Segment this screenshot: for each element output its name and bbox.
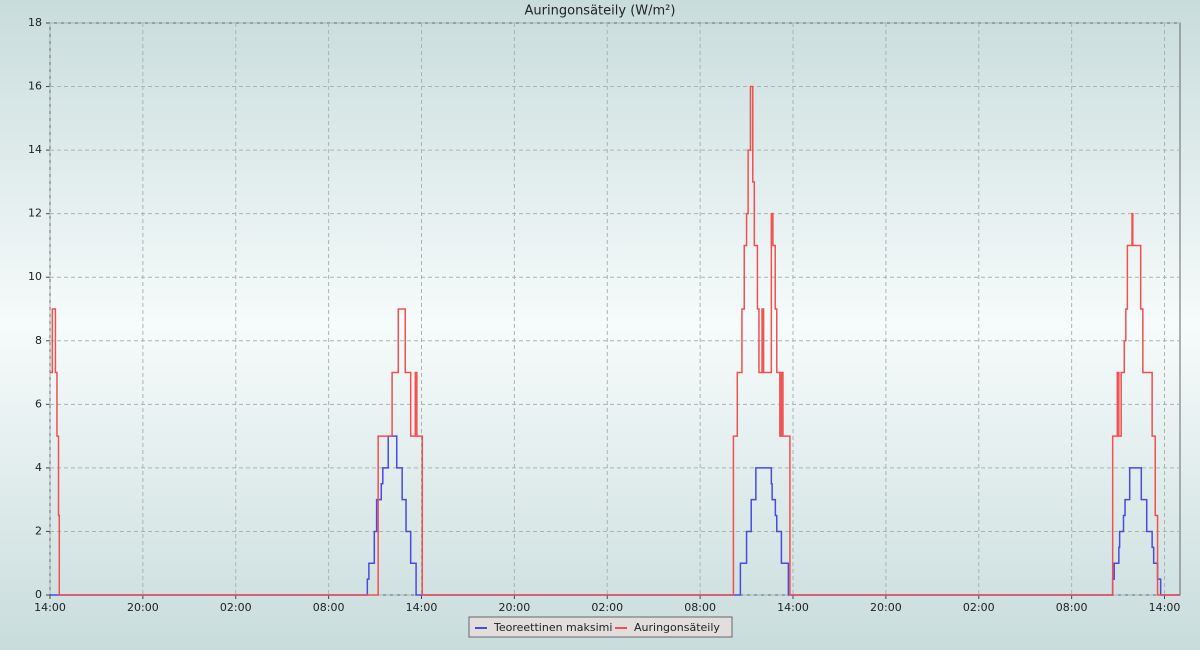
x-tick-label: 02:00 <box>963 601 995 614</box>
x-tick-label: 20:00 <box>499 601 531 614</box>
y-tick-label: 10 <box>28 270 42 283</box>
y-tick-label: 18 <box>28 16 42 29</box>
x-tick-label: 08:00 <box>313 601 345 614</box>
x-tick-label: 20:00 <box>870 601 902 614</box>
y-tick-label: 6 <box>35 397 42 410</box>
x-tick-label: 02:00 <box>220 601 252 614</box>
legend-label: Auringonsäteily <box>634 621 720 634</box>
y-tick-label: 2 <box>35 524 42 537</box>
x-tick-label: 14:00 <box>406 601 438 614</box>
y-tick-label: 14 <box>28 143 42 156</box>
chart-title: Auringonsäteily (W/m²) <box>525 4 676 19</box>
x-tick-label: 20:00 <box>127 601 159 614</box>
x-tick-label: 14:00 <box>34 601 66 614</box>
series-line <box>50 435 1180 596</box>
x-tick-label: 02:00 <box>591 601 623 614</box>
y-tick-label: 12 <box>28 207 42 220</box>
y-tick-label: 4 <box>35 461 42 474</box>
series-line <box>50 85 1180 596</box>
y-tick-label: 0 <box>35 588 42 601</box>
legend-box <box>468 616 733 638</box>
legend-label: Teoreettinen maksimi <box>493 621 612 634</box>
x-tick-label: 08:00 <box>1056 601 1088 614</box>
x-tick-label: 14:00 <box>777 601 809 614</box>
x-tick-label: 14:00 <box>1149 601 1181 614</box>
y-tick-label: 16 <box>28 80 42 93</box>
y-tick-label: 8 <box>35 334 42 347</box>
x-tick-label: 08:00 <box>684 601 716 614</box>
